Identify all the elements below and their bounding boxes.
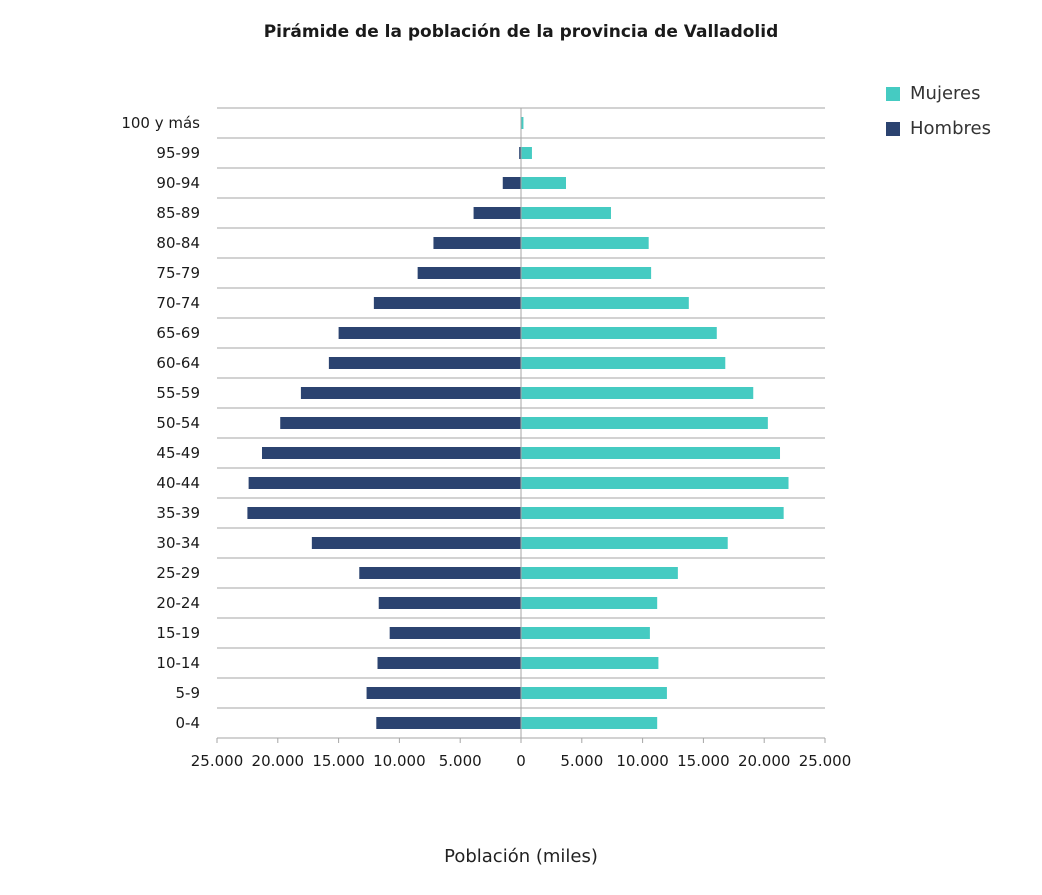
y-tick-label: 80-84 xyxy=(156,234,200,252)
x-tick-label: 15.000 xyxy=(312,752,365,770)
bar-hombres xyxy=(378,597,521,609)
bar-mujeres xyxy=(521,267,652,279)
y-tick-label: 30-34 xyxy=(156,534,200,552)
y-tick-label: 75-79 xyxy=(156,264,200,282)
x-tick-label: 10.000 xyxy=(373,752,426,770)
bar-hombres xyxy=(366,687,521,699)
bar-mujeres xyxy=(521,297,689,309)
bar-mujeres xyxy=(521,327,717,339)
y-tick-label: 55-59 xyxy=(156,384,200,402)
bar-hombres xyxy=(261,447,521,459)
bar-hombres xyxy=(373,297,521,309)
bar-hombres xyxy=(502,177,521,189)
legend-item-hombres: Hombres xyxy=(886,111,991,146)
bar-mujeres xyxy=(521,447,781,459)
y-tick-label: 35-39 xyxy=(156,504,200,522)
y-tick-label: 10-14 xyxy=(156,654,200,672)
x-tick-label: 25.000 xyxy=(799,752,852,770)
y-tick-label: 70-74 xyxy=(156,294,200,312)
bar-mujeres xyxy=(521,567,678,579)
y-tick-label: 25-29 xyxy=(156,564,200,582)
bar-hombres xyxy=(433,237,521,249)
y-tick-label: 65-69 xyxy=(156,324,200,342)
bar-hombres xyxy=(417,267,521,279)
bar-hombres xyxy=(311,537,521,549)
y-tick-label: 100 y más xyxy=(121,114,200,132)
bar-mujeres xyxy=(521,357,726,369)
bar-hombres xyxy=(359,567,521,579)
y-tick-label: 5-9 xyxy=(176,684,201,702)
bar-hombres xyxy=(247,507,521,519)
bar-mujeres xyxy=(521,687,667,699)
y-tick-label: 90-94 xyxy=(156,174,200,192)
bar-mujeres xyxy=(521,657,659,669)
bar-mujeres xyxy=(521,177,566,189)
chart-title: Pirámide de la población de la provincia… xyxy=(263,22,779,42)
x-tick-label: 10.000 xyxy=(616,752,669,770)
y-tick-label: 20-24 xyxy=(156,594,200,612)
bar-mujeres xyxy=(521,477,789,489)
x-tick-label: 5.000 xyxy=(560,752,603,770)
y-tick-label: 50-54 xyxy=(156,414,200,432)
legend-label-mujeres: Mujeres xyxy=(910,83,981,104)
x-tick-label: 20.000 xyxy=(738,752,791,770)
legend-label-hombres: Hombres xyxy=(910,118,991,139)
x-tick-label: 15.000 xyxy=(677,752,730,770)
bar-hombres xyxy=(376,717,521,729)
y-tick-label: 0-4 xyxy=(176,714,201,732)
legend: Mujeres Hombres xyxy=(886,76,991,146)
legend-swatch-hombres xyxy=(886,121,900,136)
bar-hombres xyxy=(377,657,521,669)
y-tick-label: 95-99 xyxy=(156,144,200,162)
y-tick-label: 85-89 xyxy=(156,204,200,222)
bar-mujeres xyxy=(521,537,728,549)
y-tick-label: 45-49 xyxy=(156,444,200,462)
bar-hombres xyxy=(473,207,521,219)
bar-mujeres xyxy=(521,507,784,519)
bar-mujeres xyxy=(521,147,532,159)
x-axis-label: Población (miles) xyxy=(444,846,598,867)
bar-mujeres xyxy=(521,597,658,609)
x-tick-label: 25.000 xyxy=(191,752,244,770)
bar-hombres xyxy=(519,147,521,159)
bar-hombres xyxy=(338,327,521,339)
bar-hombres xyxy=(280,417,521,429)
x-tick-label: 5.000 xyxy=(439,752,482,770)
y-tick-label: 60-64 xyxy=(156,354,200,372)
bar-mujeres xyxy=(521,237,649,249)
bar-mujeres xyxy=(521,417,768,429)
bar-mujeres xyxy=(521,387,754,399)
bar-mujeres xyxy=(521,717,658,729)
x-tick-label: 0 xyxy=(516,752,526,770)
x-tick-label: 20.000 xyxy=(252,752,305,770)
y-tick-label: 40-44 xyxy=(156,474,200,492)
bar-mujeres xyxy=(521,207,611,219)
bar-mujeres xyxy=(521,627,650,639)
bar-hombres xyxy=(328,357,521,369)
bar-mujeres xyxy=(521,117,524,129)
bar-hombres xyxy=(300,387,521,399)
bar-hombres xyxy=(248,477,521,489)
y-tick-label: 15-19 xyxy=(156,624,200,642)
bar-hombres xyxy=(389,627,521,639)
legend-item-mujeres: Mujeres xyxy=(886,76,991,111)
legend-swatch-mujeres xyxy=(886,86,900,101)
